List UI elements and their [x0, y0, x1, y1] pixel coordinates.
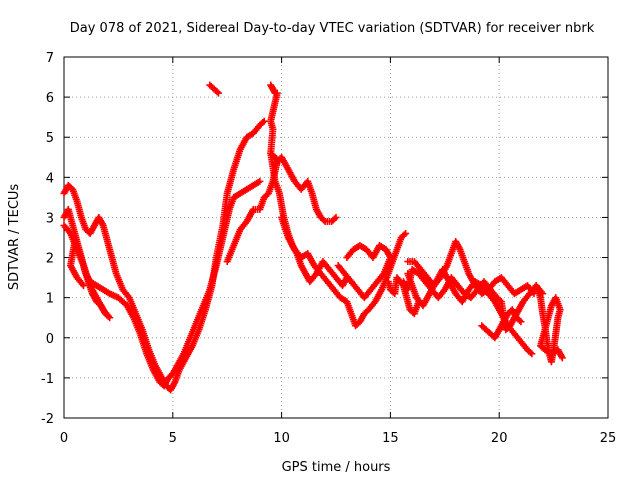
data-point — [213, 88, 221, 96]
data-point — [275, 157, 283, 165]
y-tick-label: -2 — [41, 412, 54, 427]
data-point — [517, 318, 525, 326]
data-point — [214, 89, 222, 97]
y-tick-label: 1 — [46, 292, 54, 307]
data-point — [528, 350, 536, 358]
data-point — [400, 231, 408, 239]
y-tick-label: 0 — [46, 332, 54, 347]
y-tick-label: -1 — [41, 372, 54, 387]
y-tick-label: 6 — [46, 91, 54, 106]
x-tick-label: 25 — [600, 431, 617, 446]
x-tick-label: 20 — [491, 431, 508, 446]
data-point — [256, 177, 264, 185]
y-axis-label: SDTVAR / TECUs — [7, 184, 22, 291]
axis-ticks: 0 5 10 15 20 25 -2 -1 0 1 2 3 4 5 6 7 — [41, 51, 616, 446]
y-tick-label: 7 — [46, 51, 54, 66]
data-marks — [60, 81, 566, 394]
data-point — [332, 213, 340, 221]
x-tick-label: 15 — [382, 431, 399, 446]
data-point — [415, 298, 423, 306]
grid — [64, 57, 608, 418]
y-tick-label: 3 — [46, 211, 54, 226]
y-tick-label: 5 — [46, 131, 54, 146]
x-tick-label: 0 — [60, 431, 68, 446]
data-point — [526, 348, 534, 356]
data-point — [320, 216, 328, 224]
x-tick-label: 5 — [169, 431, 177, 446]
data-point — [80, 282, 88, 290]
x-axis-label: GPS time / hours — [282, 460, 391, 475]
x-tick-label: 10 — [273, 431, 290, 446]
y-tick-label: 2 — [46, 252, 54, 267]
data-point — [558, 354, 566, 362]
data-point — [331, 215, 339, 223]
plot-frame — [63, 56, 609, 419]
chart-title: Day 078 of 2021, Sidereal Day-to-day VTE… — [70, 21, 595, 36]
data-point — [274, 156, 282, 164]
data-point — [402, 229, 410, 237]
data-point — [516, 316, 524, 324]
data-point — [334, 262, 342, 270]
data-point — [260, 117, 268, 125]
data-point — [259, 119, 267, 127]
y-tick-label: 4 — [46, 171, 54, 186]
